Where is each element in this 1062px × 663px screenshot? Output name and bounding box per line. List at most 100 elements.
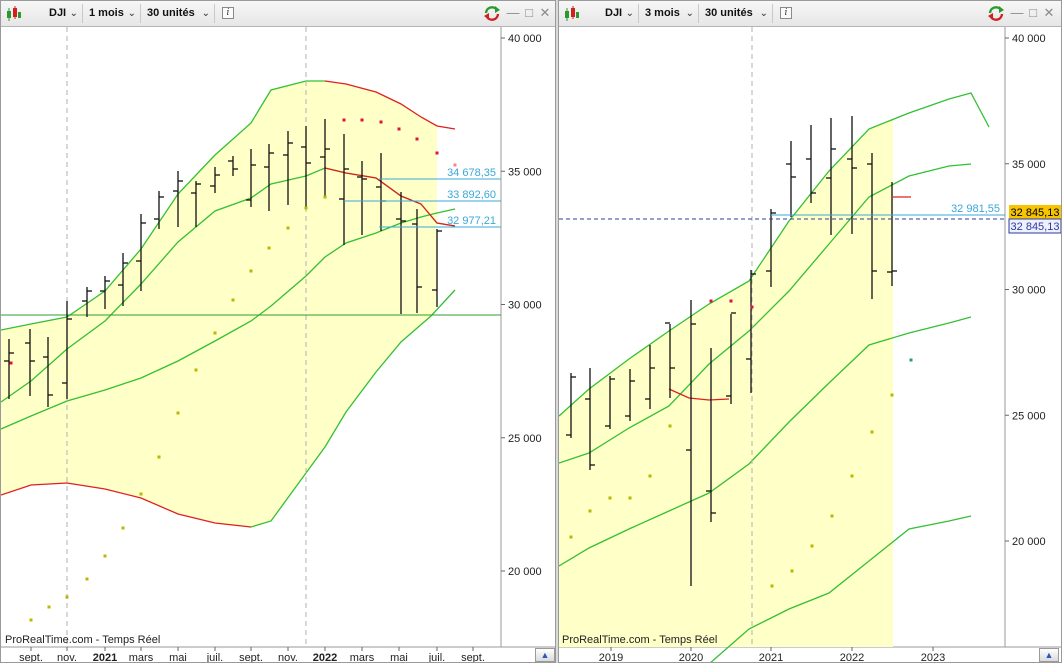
date-tick-label: sept. [239,652,263,663]
price-tick-label: 25 000 [1012,410,1046,422]
price-axis [501,27,555,647]
scroll-up-icon[interactable]: ▲ [1039,648,1059,662]
date-tick-label: sept. [461,652,485,663]
sar-dot [194,368,198,372]
units-selector[interactable]: 30 unités ⌄ [701,4,773,23]
price-tick-label: 20 000 [1012,536,1046,548]
date-tick-label: nov. [57,652,77,663]
chevron-down-icon: ⌄ [759,8,768,19]
chart-pane-monthly[interactable]: 34 678,35 33 892,60 32 977,21 40 000 35 000 3… [0,0,556,663]
units-selector[interactable]: 30 unités ⌄ [143,4,215,23]
date-tick-label: sept. [19,652,43,663]
price-tag [1009,205,1061,219]
sar-dot [47,605,51,609]
minimize-icon[interactable]: — [1010,5,1024,20]
sar-dot [249,269,253,273]
chart-pane-quarterly[interactable]: 32 981,55 32 845,13 32 845,13 40 000 35 000 3… [558,0,1062,663]
bollinger-band-fill [559,93,893,647]
symbol-selector[interactable]: DJI ⌄ [45,4,83,23]
band-lower-line-red [104,488,252,528]
sar-dot [267,246,271,250]
price-tag-label: 32 845,13 [1011,207,1060,219]
date-tick-label: juil. [206,652,224,663]
chevron-down-icon: ⌄ [625,8,634,19]
chevron-down-icon: ⌄ [685,8,694,19]
chevron-down-icon: ⌄ [127,8,136,19]
date-tick-label: 2021 [93,652,117,663]
chevron-down-icon: ⌄ [69,8,78,19]
chart-toolbar: DJI ⌄ 1 mois ⌄ 30 unités ⌄ i — □ ✕ [1,1,555,27]
sar-dot [709,299,713,303]
date-tick-label: mai [169,652,187,663]
price-tick-label: 35 000 [1012,159,1046,171]
sar-dot [397,127,401,131]
bollinger-band-fill [1,81,437,527]
watermark: ProRealTime.com - Temps Réel [562,634,718,646]
info-icon[interactable]: i [222,7,234,19]
sar-dot [29,618,33,622]
band-upper-line [559,92,990,417]
date-tick-label: juil. [428,652,446,663]
band-lower-line [250,289,456,528]
price-tick-label: 35 000 [508,166,542,178]
maximize-icon[interactable]: □ [525,5,533,20]
sar-dot [608,496,612,500]
maximize-icon[interactable]: □ [1029,5,1037,20]
refresh-icon[interactable] [483,4,501,22]
sar-dot [415,137,419,141]
band-lower-line-red [1,482,106,496]
date-axis [1,647,555,662]
candlestick-chart-icon[interactable] [5,5,23,23]
sar-dot [360,118,364,122]
sar-dot [870,430,874,434]
level-label: 33 892,60 [447,189,496,201]
sar-dot [103,554,107,558]
refresh-icon[interactable] [987,4,1005,22]
cursor-tag-label: 32 845,13 [1011,221,1060,233]
sar-dot [286,226,290,230]
sar-dot [379,120,383,124]
close-icon[interactable]: ✕ [1043,5,1055,20]
sar-dot [176,411,180,415]
sar-dot [790,569,794,573]
sar-dot [569,535,573,539]
close-icon[interactable]: ✕ [539,5,551,20]
sar-dot [157,455,161,459]
sar-dot [435,151,439,155]
sar-dot [9,361,13,365]
band-middle-line [559,316,972,567]
date-tick-label: 2019 [599,652,623,663]
info-icon[interactable]: i [780,7,792,19]
date-tick-label: 2023 [921,652,945,663]
sar-dot [890,393,894,397]
symbol-selector[interactable]: DJI ⌄ [601,4,639,23]
price-tick-label: 30 000 [508,300,542,312]
watermark: ProRealTime.com - Temps Réel [5,634,161,646]
sar-dot [909,358,913,362]
price-chart[interactable]: 34 678,35 33 892,60 32 977,21 40 000 35 000 3… [1,1,556,663]
minimize-icon[interactable]: — [506,5,520,20]
price-chart[interactable]: 32 981,55 32 845,13 32 845,13 40 000 35 000 3… [559,1,1062,663]
sar-dot [139,492,143,496]
price-tick-label: 25 000 [508,433,542,445]
scroll-up-icon[interactable]: ▲ [535,648,555,662]
sar-dot [850,474,854,478]
sar-dot [304,206,308,210]
sar-dot [588,509,592,513]
sar-dot [231,298,235,302]
date-tick-label: mars [129,652,154,663]
band-middle-line [1,208,456,430]
period-selector[interactable]: 3 mois ⌄ [641,4,699,23]
candlestick-chart-icon[interactable] [563,5,581,23]
price-axis [1005,27,1061,647]
period-selector[interactable]: 1 mois ⌄ [85,4,141,23]
band-upper-line-red [324,80,456,130]
sar-dot [668,424,672,428]
price-tick-label: 40 000 [508,33,542,45]
date-tick-label: mai [390,652,408,663]
period-label: 3 mois [645,7,680,19]
chart-toolbar: DJI ⌄ 3 mois ⌄ 30 unités ⌄ i — □ ✕ [559,1,1061,27]
date-tick-label: 2022 [313,652,337,663]
date-tick-label: 2022 [840,652,864,663]
level-label: 34 678,35 [447,167,496,179]
